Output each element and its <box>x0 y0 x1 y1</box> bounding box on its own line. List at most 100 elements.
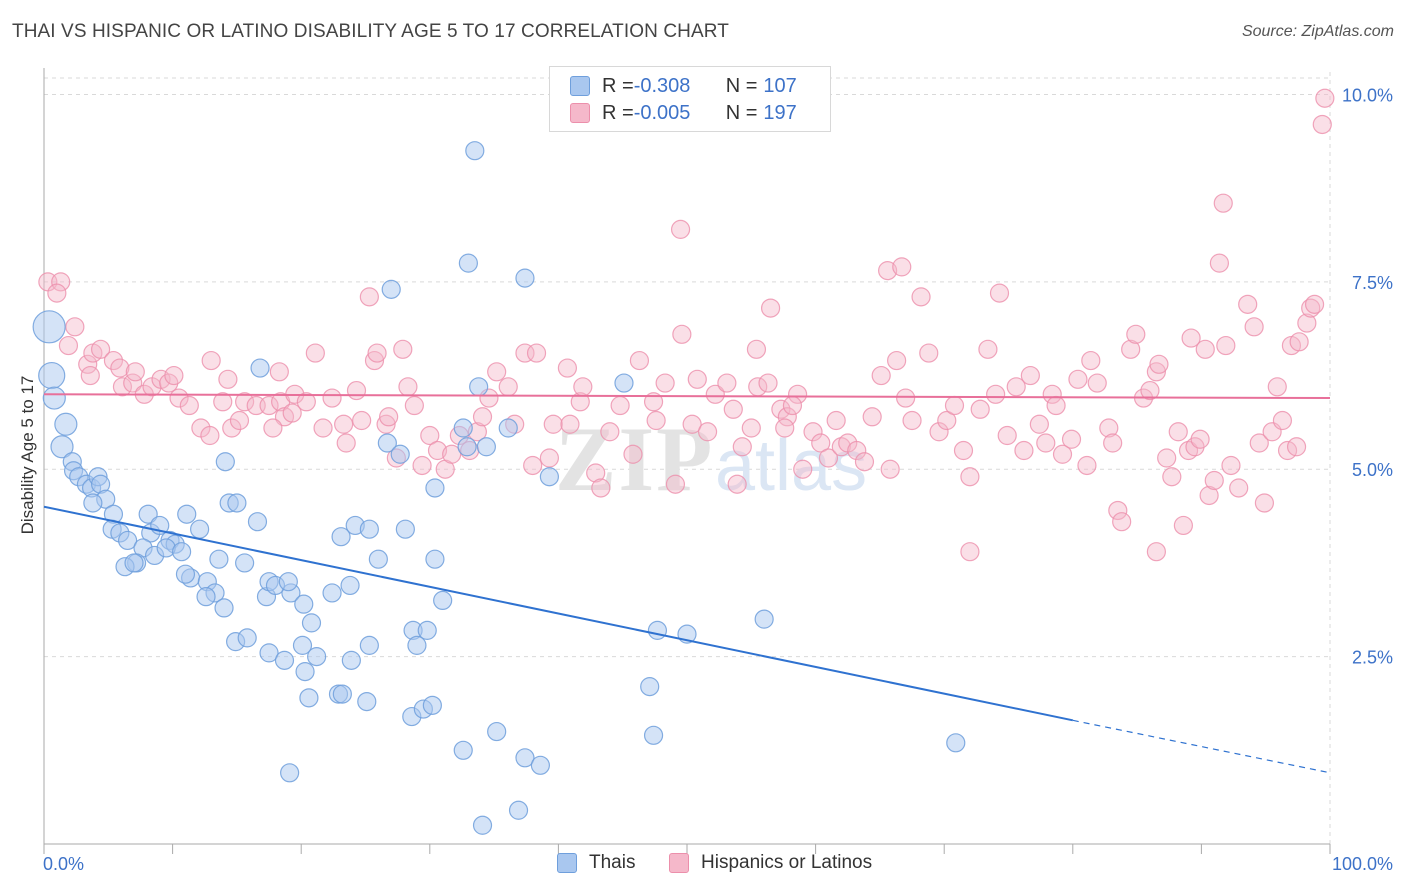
hispanic-point <box>442 444 462 464</box>
legend-n-label: N = <box>725 101 758 124</box>
hispanic-point <box>1068 369 1088 389</box>
thai-point <box>359 519 379 539</box>
hispanic-point <box>263 418 283 438</box>
hispanic-point <box>570 392 590 412</box>
hispanic-point <box>498 377 518 397</box>
hispanic-point <box>1168 422 1188 442</box>
hispanic-point <box>420 425 440 446</box>
thai-point <box>407 635 427 655</box>
hispanic-point <box>1244 317 1264 337</box>
thai-point <box>280 763 300 783</box>
hispanic-points <box>38 88 1335 562</box>
hispanic-point <box>1297 313 1317 333</box>
hispanic-point <box>887 350 907 371</box>
hispanic-point <box>539 448 559 468</box>
hispanic-point <box>1103 433 1123 453</box>
thai-point <box>38 361 66 390</box>
hispanic-point <box>847 440 867 461</box>
hispanic-point <box>960 542 980 562</box>
thai-point <box>50 435 74 459</box>
hispanic-point <box>1190 429 1210 449</box>
hispanic-point <box>1195 339 1215 359</box>
hispanic-point <box>1286 437 1307 457</box>
hispanic-point <box>112 377 133 397</box>
thai-point <box>177 504 197 524</box>
hispanic-point <box>164 365 184 386</box>
hispanic-point <box>670 219 691 239</box>
hispanic-point <box>543 414 563 434</box>
hispanic-point <box>1162 467 1182 487</box>
hispanic-point <box>1149 354 1169 374</box>
hispanic-point <box>169 388 189 408</box>
thai-point <box>508 800 529 820</box>
thais-swatch <box>557 853 577 873</box>
hispanic-point <box>989 283 1010 303</box>
hispanic-point <box>880 459 900 479</box>
axis-layer <box>43 68 1331 854</box>
thai-point <box>465 141 485 161</box>
thai-point <box>307 647 327 667</box>
hispanic-point <box>218 369 238 389</box>
hispanic-point <box>818 448 839 468</box>
hispanic-point <box>953 440 974 461</box>
hispanic-point <box>65 317 85 337</box>
hispanic-point <box>978 339 998 359</box>
hispanic-point <box>1121 339 1141 359</box>
hispanic-point <box>919 343 939 363</box>
chart-title: THAI VS HISPANIC OR LATINO DISABILITY AG… <box>12 21 729 42</box>
hispanic-point <box>723 399 743 419</box>
thai-point <box>487 721 507 742</box>
thai-point <box>332 684 352 704</box>
hispanic-point <box>557 358 578 378</box>
hispanic-point <box>771 399 791 419</box>
thai-point <box>322 583 342 603</box>
hispanic-point <box>1267 377 1287 397</box>
hispanic-point <box>179 395 199 416</box>
thai-point <box>368 549 388 569</box>
bottom-legend-hispanics-label: Hispanics or Latinos <box>701 852 873 873</box>
hispanic-point <box>600 422 620 442</box>
hispanic-point <box>944 395 965 416</box>
hispanic-point <box>322 388 342 408</box>
hispanic-point <box>472 407 493 427</box>
thai-point <box>377 433 397 453</box>
hispanic-point <box>1020 365 1040 386</box>
hispanic-point <box>412 455 432 476</box>
thai-point <box>476 437 496 457</box>
hispanic-point <box>970 399 990 419</box>
hispanic-point <box>1301 298 1321 318</box>
thai-point <box>390 444 410 464</box>
hispanic-point <box>746 339 767 359</box>
hispanic-point <box>1181 328 1201 348</box>
hispanic-point <box>646 410 666 431</box>
thai-point <box>214 598 234 618</box>
hispanic-point <box>1146 542 1166 562</box>
thai-point <box>175 564 196 584</box>
thai-point <box>946 733 966 753</box>
bottom-legend-thais-label: Thais <box>589 852 636 873</box>
thai-point <box>530 755 550 775</box>
hispanics-swatch <box>570 103 590 123</box>
thai-point <box>458 253 478 273</box>
hispanic-point <box>80 365 100 386</box>
thai-point <box>359 635 379 655</box>
thai-point <box>341 650 361 670</box>
hispanic-point <box>665 474 686 494</box>
thai-point <box>196 587 216 607</box>
hispanic-point <box>269 362 289 382</box>
hispanic-point <box>1249 433 1269 453</box>
hispanic-point <box>1304 294 1325 314</box>
thai-point <box>754 609 774 629</box>
y-tick-label: 2.5% <box>1352 648 1393 668</box>
thai-point <box>498 418 518 438</box>
hispanic-point <box>937 410 957 431</box>
hispanic-point <box>123 373 143 393</box>
thai-point <box>237 628 257 648</box>
hispanic-point <box>336 433 356 453</box>
hispanic-point <box>376 414 396 434</box>
hispanic-point <box>775 418 795 438</box>
hispanic-point <box>1029 414 1049 434</box>
thai-point <box>381 279 401 299</box>
source-label: Source: ZipAtlas.com <box>1241 23 1394 40</box>
legend-r-value: -0.308 <box>633 74 691 97</box>
